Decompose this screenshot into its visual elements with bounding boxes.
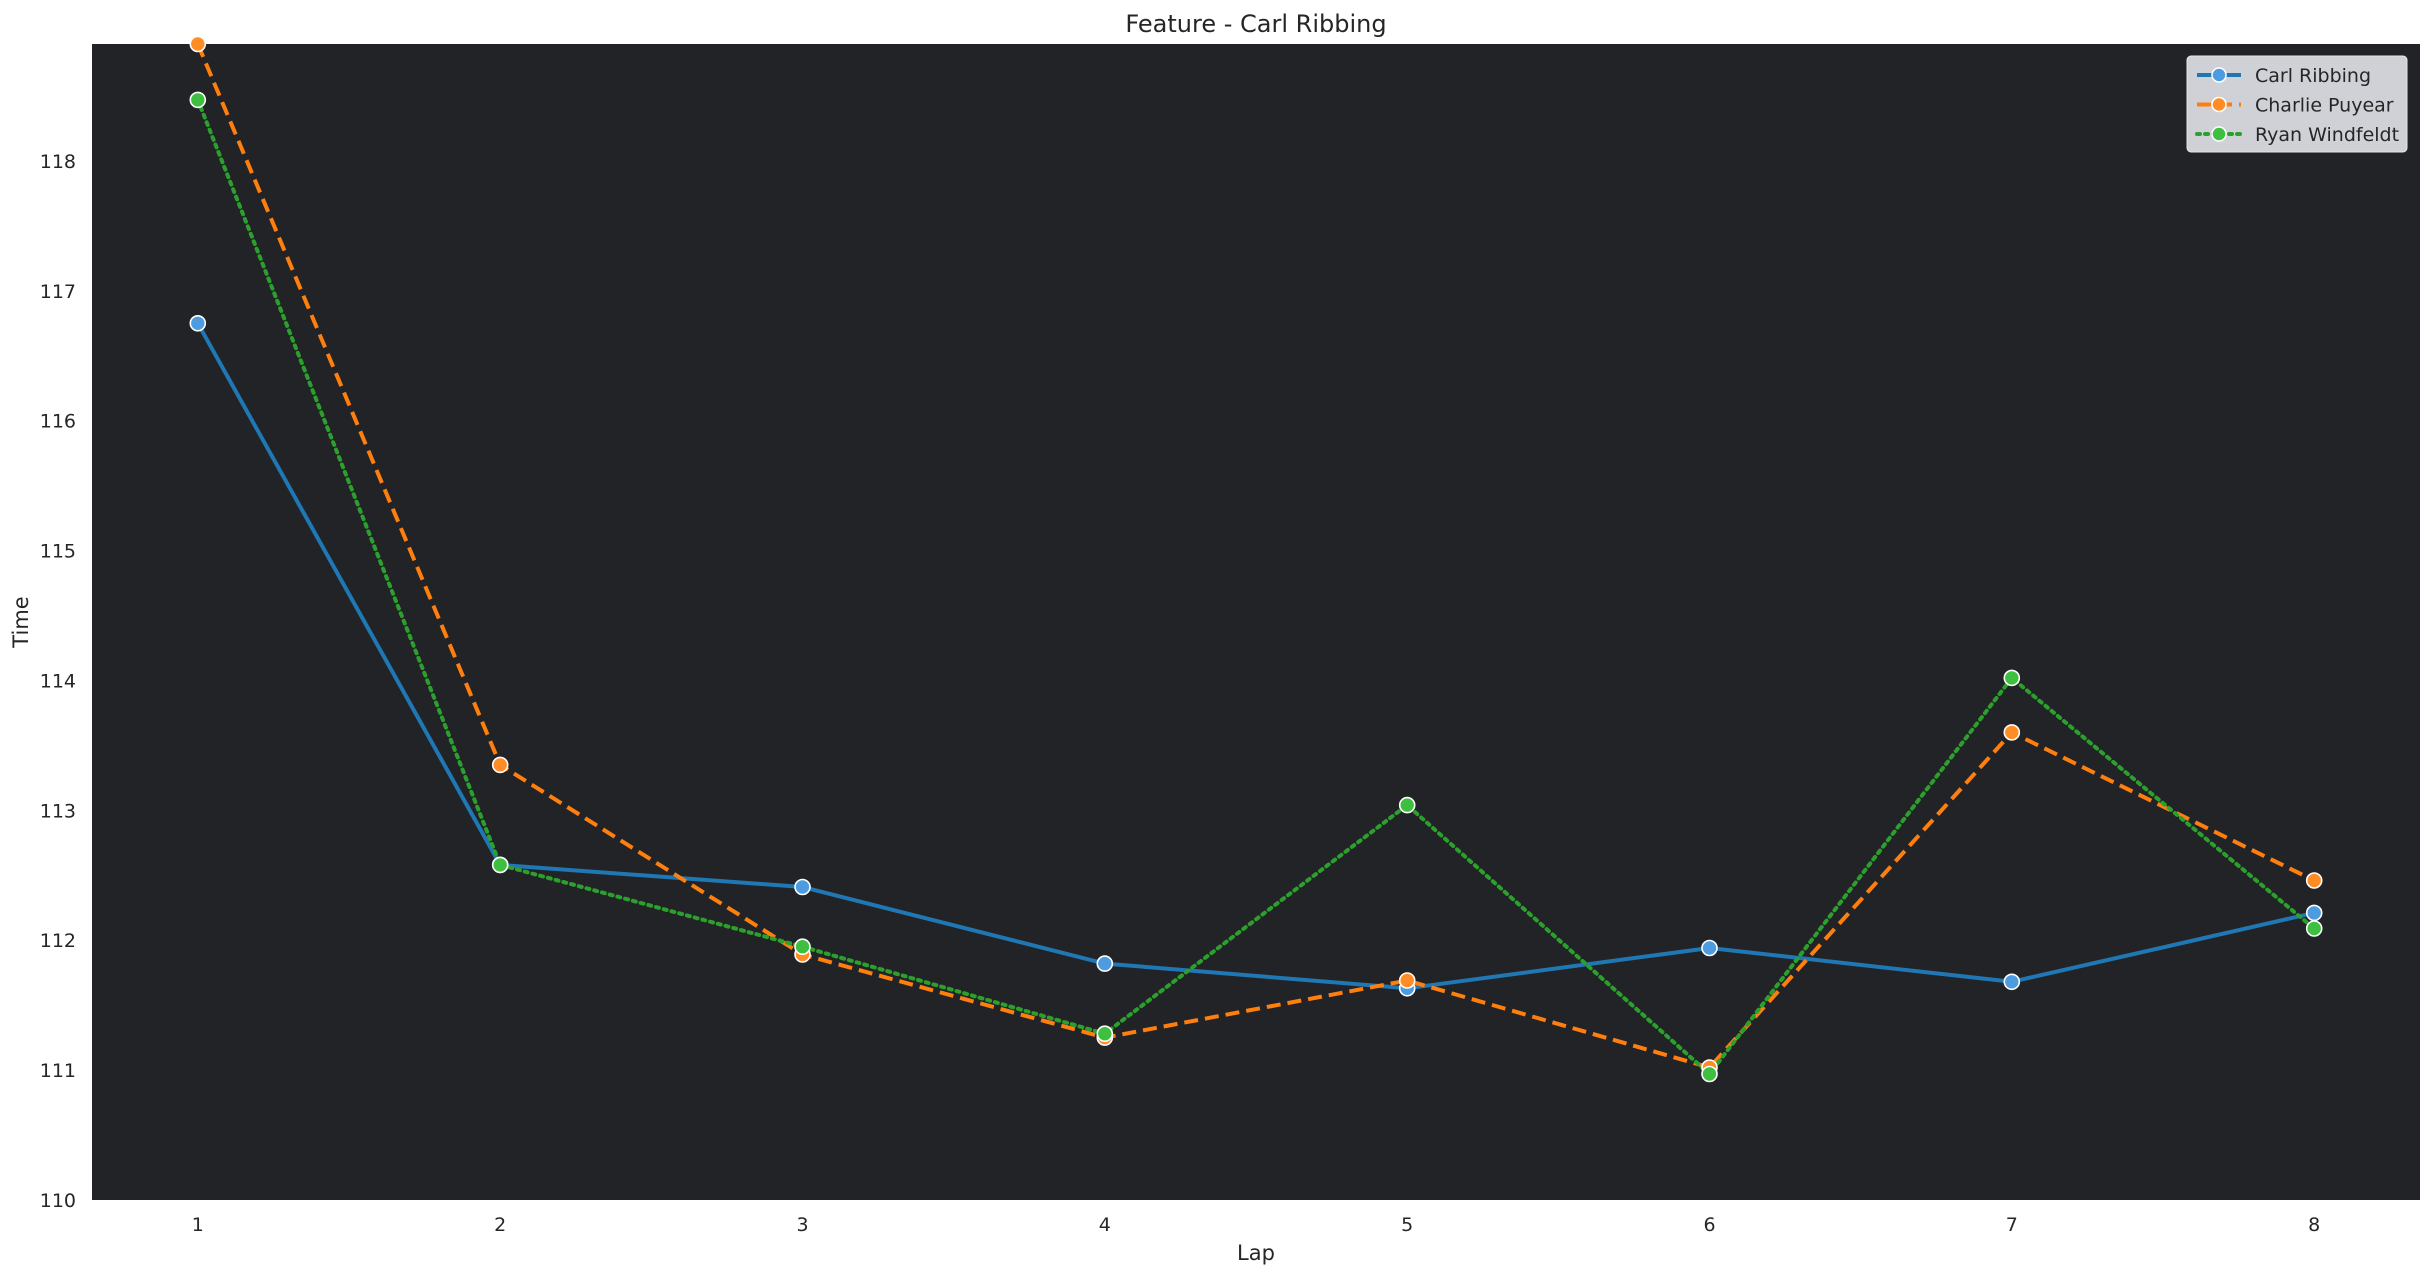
series-layer — [189, 35, 2323, 1083]
data-point-s3-2 — [491, 856, 509, 874]
data-point-s1-7 — [2003, 973, 2021, 991]
legend-label-3: Ryan Windfeldt — [2255, 124, 2399, 146]
series-line-2 — [195, 43, 2316, 1070]
x-tick-label: 6 — [1703, 1214, 1715, 1236]
data-point-s2-5 — [1398, 972, 1416, 989]
legend-label-1: Carl Ribbing — [2255, 65, 2371, 87]
x-tick-label: 3 — [796, 1214, 808, 1236]
x-tick-label: 8 — [2308, 1214, 2320, 1236]
legend-marker-1 — [2211, 67, 2227, 83]
x-axis-label: Lap — [1237, 1241, 1275, 1265]
plot-area — [92, 44, 2420, 1200]
legend: Carl Ribbing Charlie Puyear Ryan Windfeldt — [2186, 55, 2408, 153]
data-point-s1-1 — [189, 314, 207, 332]
y-tick-label: 116 — [40, 411, 76, 433]
y-tick-label: 113 — [40, 800, 76, 822]
y-tick-label: 114 — [40, 670, 76, 692]
data-point-s1-4 — [1096, 955, 1114, 972]
data-point-s1-8 — [2305, 904, 2323, 922]
series-line-1 — [196, 322, 2315, 991]
data-point-s2-2 — [491, 756, 509, 774]
legend-box — [2186, 55, 2408, 153]
data-point-s3-5 — [1398, 796, 1416, 814]
x-tick-label: 1 — [192, 1214, 204, 1236]
legend-marker-2 — [2211, 96, 2227, 113]
x-tick-label: 2 — [494, 1214, 506, 1236]
data-point-s2-8 — [2305, 872, 2323, 889]
x-axis-ticks: 1 2 3 4 5 6 7 8 — [192, 1214, 2320, 1236]
x-tick-label: 5 — [1401, 1214, 1413, 1236]
y-axis-label: Time — [9, 596, 33, 648]
y-tick-label: 117 — [40, 281, 76, 303]
data-point-s3-3 — [794, 938, 811, 956]
y-tick-label: 115 — [40, 541, 76, 563]
series-line-3 — [195, 97, 2317, 1076]
x-tick-label: 4 — [1099, 1214, 1111, 1236]
data-point-s3-8 — [2305, 920, 2323, 937]
x-tick-label: 7 — [2006, 1214, 2018, 1236]
data-point-s3-1 — [189, 91, 207, 109]
chart-title: Feature - Carl Ribbing — [1125, 10, 1386, 38]
data-point-s3-6 — [1701, 1065, 1718, 1083]
data-point-s3-7 — [2003, 669, 2021, 687]
data-point-s3-4 — [1096, 1025, 1114, 1042]
y-tick-label: 118 — [40, 151, 76, 173]
y-tick-label: 111 — [40, 1060, 76, 1082]
data-point-s1-3 — [794, 878, 811, 896]
legend-marker-3 — [2211, 126, 2227, 142]
y-tick-label: 110 — [40, 1190, 76, 1212]
y-axis-ticks: 110 111 112 113 114 115 116 117 118 — [40, 151, 76, 1212]
data-point-s2-7 — [2003, 724, 2021, 741]
data-point-s1-6 — [1701, 939, 1718, 957]
data-point-s2-1 — [189, 35, 207, 53]
y-tick-label: 112 — [40, 930, 76, 952]
legend-label-2: Charlie Puyear — [2255, 95, 2394, 117]
